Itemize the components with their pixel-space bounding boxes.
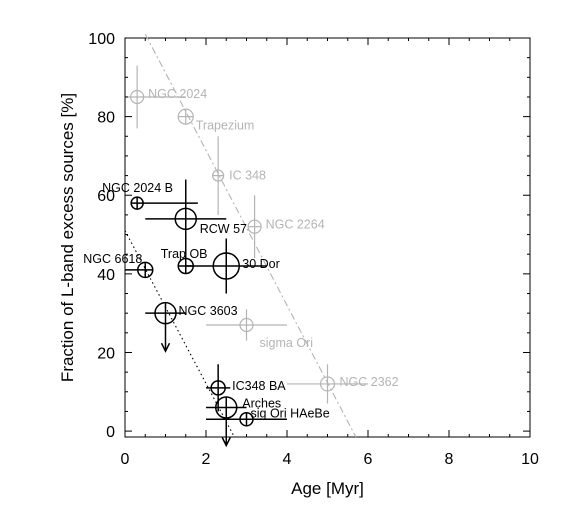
upper-limit-arrow-head [221, 437, 231, 448]
marker-ngc-2264: NGC 2264 [247, 195, 325, 259]
y-axis-title: Fraction of L-band excess sources [%] [58, 93, 77, 382]
point-marker [212, 169, 225, 182]
marker-rcw-57: RCW 57 [145, 179, 247, 259]
y-tick-label: 20 [97, 345, 115, 362]
upper-limit-arrow-head [160, 342, 171, 353]
point-marker [130, 89, 145, 105]
x-tick-label: 2 [202, 451, 211, 468]
y-tick-label: 0 [106, 424, 115, 441]
marker-sig-ori-haebe: sig Ori HAeBe [206, 406, 330, 427]
point-label: Arches [242, 397, 281, 411]
point-label: IC 348 [229, 169, 266, 183]
x-tick-label: 10 [521, 451, 539, 468]
x-tick-label: 8 [445, 451, 454, 468]
marker-trapezium: Trapezium [177, 108, 255, 133]
point-label: Trap OB [161, 247, 208, 261]
point-label: IC348 BA [232, 379, 286, 393]
point-marker [212, 252, 240, 280]
point-marker [130, 196, 144, 210]
fit-line-dotted [124, 230, 235, 438]
marker-arches: Arches [206, 396, 281, 448]
y-tick-label: 100 [88, 31, 115, 48]
point-marker [239, 412, 254, 427]
point-label: Trapezium [196, 119, 255, 133]
marker-ic-348: IC 348 [212, 136, 266, 215]
x-tick-label: 6 [364, 451, 373, 468]
point-label: NGC 2264 [266, 218, 325, 232]
point-label: sigma Ori [260, 336, 313, 350]
marker-ngc-2362: NGC 2362 [287, 364, 399, 404]
marker-sigma-ori: sigma Ori [206, 309, 313, 350]
marker-ngc-6618: NGC 6618 [83, 252, 154, 279]
point-marker [177, 108, 194, 125]
marker-ngc-2024-b: NGC 2024 B [102, 181, 198, 210]
point-marker [247, 219, 262, 234]
point-label: NGC 6618 [83, 252, 142, 266]
point-label: NGC 2362 [340, 375, 399, 389]
marker-30-dor: 30 Dor [185, 238, 280, 294]
point-label: 30 Dor [242, 257, 280, 271]
y-tick-label: 80 [97, 110, 115, 127]
point-marker [239, 317, 254, 333]
fit-line-dash-dot [144, 33, 357, 438]
marker-trap-ob: Trap OB [161, 247, 208, 275]
y-tick-label: 40 [97, 267, 115, 284]
fit-lines [124, 33, 357, 438]
point-marker [319, 376, 336, 392]
x-tick-label: 0 [121, 451, 130, 468]
x-axis-title: Age [Myr] [291, 479, 364, 498]
marker-ic348-ba: IC348 BA [206, 364, 286, 412]
point-label: NGC 3603 [179, 304, 238, 318]
point-marker [174, 207, 197, 231]
point-marker [215, 396, 238, 419]
point-label: RCW 57 [200, 222, 247, 236]
data-markers: NGC 2024 Trapezium IC 348 NGC 2264 sigma Ori… [83, 65, 399, 448]
marker-ngc-3603: NGC 3603 [145, 301, 238, 353]
point-marker [137, 261, 154, 279]
point-label: sig Ori HAeBe [251, 406, 330, 420]
point-label: NGC 2024 B [102, 181, 173, 195]
y-tick-label: 60 [97, 188, 115, 205]
point-marker [210, 380, 226, 396]
point-marker [154, 301, 177, 325]
point-label: NGC 2024 [148, 87, 207, 101]
marker-ngc-2024: NGC 2024 [125, 65, 207, 129]
x-tick-label: 4 [283, 451, 292, 468]
